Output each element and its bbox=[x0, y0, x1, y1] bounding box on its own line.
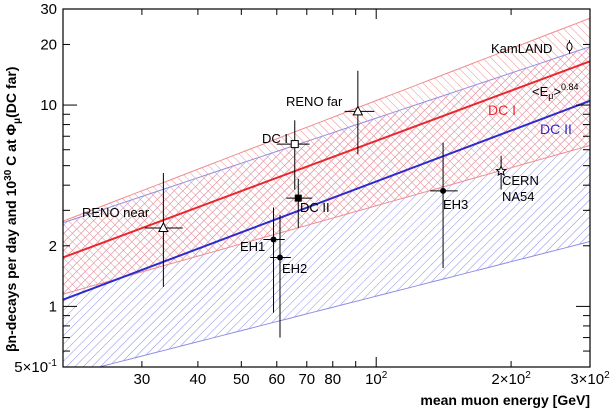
plot-frame bbox=[62, 8, 591, 368]
data-point-eh2 bbox=[270, 214, 291, 338]
uncertainty-bands bbox=[63, 17, 590, 367]
marker bbox=[352, 105, 364, 116]
marker bbox=[495, 164, 508, 177]
data-point-dc-i bbox=[276, 120, 310, 190]
x-tick-label: 40 bbox=[190, 371, 207, 388]
point-label-reno-far: RENO far bbox=[286, 94, 343, 109]
point-label-eh3: EH3 bbox=[443, 197, 468, 212]
x-tick-label: 60 bbox=[268, 371, 285, 388]
series-label-dc-ii: DC II bbox=[540, 121, 572, 137]
x-axis-title: mean muon energy [GeV] bbox=[420, 392, 590, 408]
marker bbox=[158, 221, 169, 233]
data-point-reno-far bbox=[344, 70, 375, 155]
data-point-kamland bbox=[566, 40, 573, 54]
x-axis: 30 40 50 60 70 80 102 2×102 3×102 bbox=[62, 9, 610, 388]
y-tick-label: 2 bbox=[49, 238, 57, 255]
x-tick-label: 70 bbox=[298, 371, 315, 388]
data-point-eh1 bbox=[263, 207, 285, 313]
marker bbox=[294, 194, 302, 202]
line-dc-ii bbox=[63, 99, 590, 301]
marker bbox=[440, 187, 447, 194]
data-point-dc-ii bbox=[286, 178, 313, 229]
point-label-eh1: EH1 bbox=[240, 239, 265, 254]
series-label-dc-i: DC I bbox=[488, 102, 516, 118]
point-label-cern: CERN bbox=[502, 173, 539, 188]
fit-lines bbox=[63, 60, 590, 301]
marker bbox=[290, 140, 299, 149]
point-label-na54: NA54 bbox=[502, 189, 535, 204]
y-tick-label: 30 bbox=[40, 1, 57, 18]
y-tick-label: 5×10-1 bbox=[14, 358, 57, 376]
x-tick-label: 50 bbox=[233, 371, 250, 388]
y-axis: 5×10-1 1 2 10 20 30 bbox=[14, 1, 590, 376]
marker bbox=[566, 42, 573, 52]
point-label-dc-ii: DC II bbox=[300, 200, 330, 215]
x-tick-label: 80 bbox=[324, 371, 341, 388]
y-axis-title: βn-decays per day and 1030 C at Φμ(DC fa… bbox=[3, 67, 23, 352]
data-point-eh3 bbox=[430, 142, 458, 269]
marker bbox=[277, 254, 284, 261]
x-tick-label: 102 bbox=[365, 370, 388, 388]
x-tick-label: 3×102 bbox=[570, 370, 610, 388]
point-labels: RENO near RENO far DC I DC II EH1 EH2 EH3 CERNN… bbox=[82, 41, 552, 276]
point-label-reno-near: RENO near bbox=[82, 205, 150, 220]
data-points bbox=[145, 40, 573, 338]
band-dc-i-cross bbox=[63, 46, 590, 295]
y-tick-label: 10 bbox=[40, 97, 57, 114]
marker bbox=[270, 236, 277, 243]
y-tick-label: 20 bbox=[40, 36, 57, 53]
data-point-reno-near bbox=[145, 172, 183, 287]
x-tick-label: 2×102 bbox=[491, 370, 531, 388]
point-label-kamland: KamLAND bbox=[491, 41, 552, 56]
x-tick-label: 30 bbox=[134, 371, 151, 388]
data-point-cern-na54 bbox=[495, 155, 508, 190]
point-label-eh2: EH2 bbox=[282, 261, 307, 276]
point-label-dc-i: DC I bbox=[262, 131, 288, 146]
y-tick-label: 1 bbox=[49, 298, 57, 315]
line-dc-i bbox=[63, 60, 590, 259]
